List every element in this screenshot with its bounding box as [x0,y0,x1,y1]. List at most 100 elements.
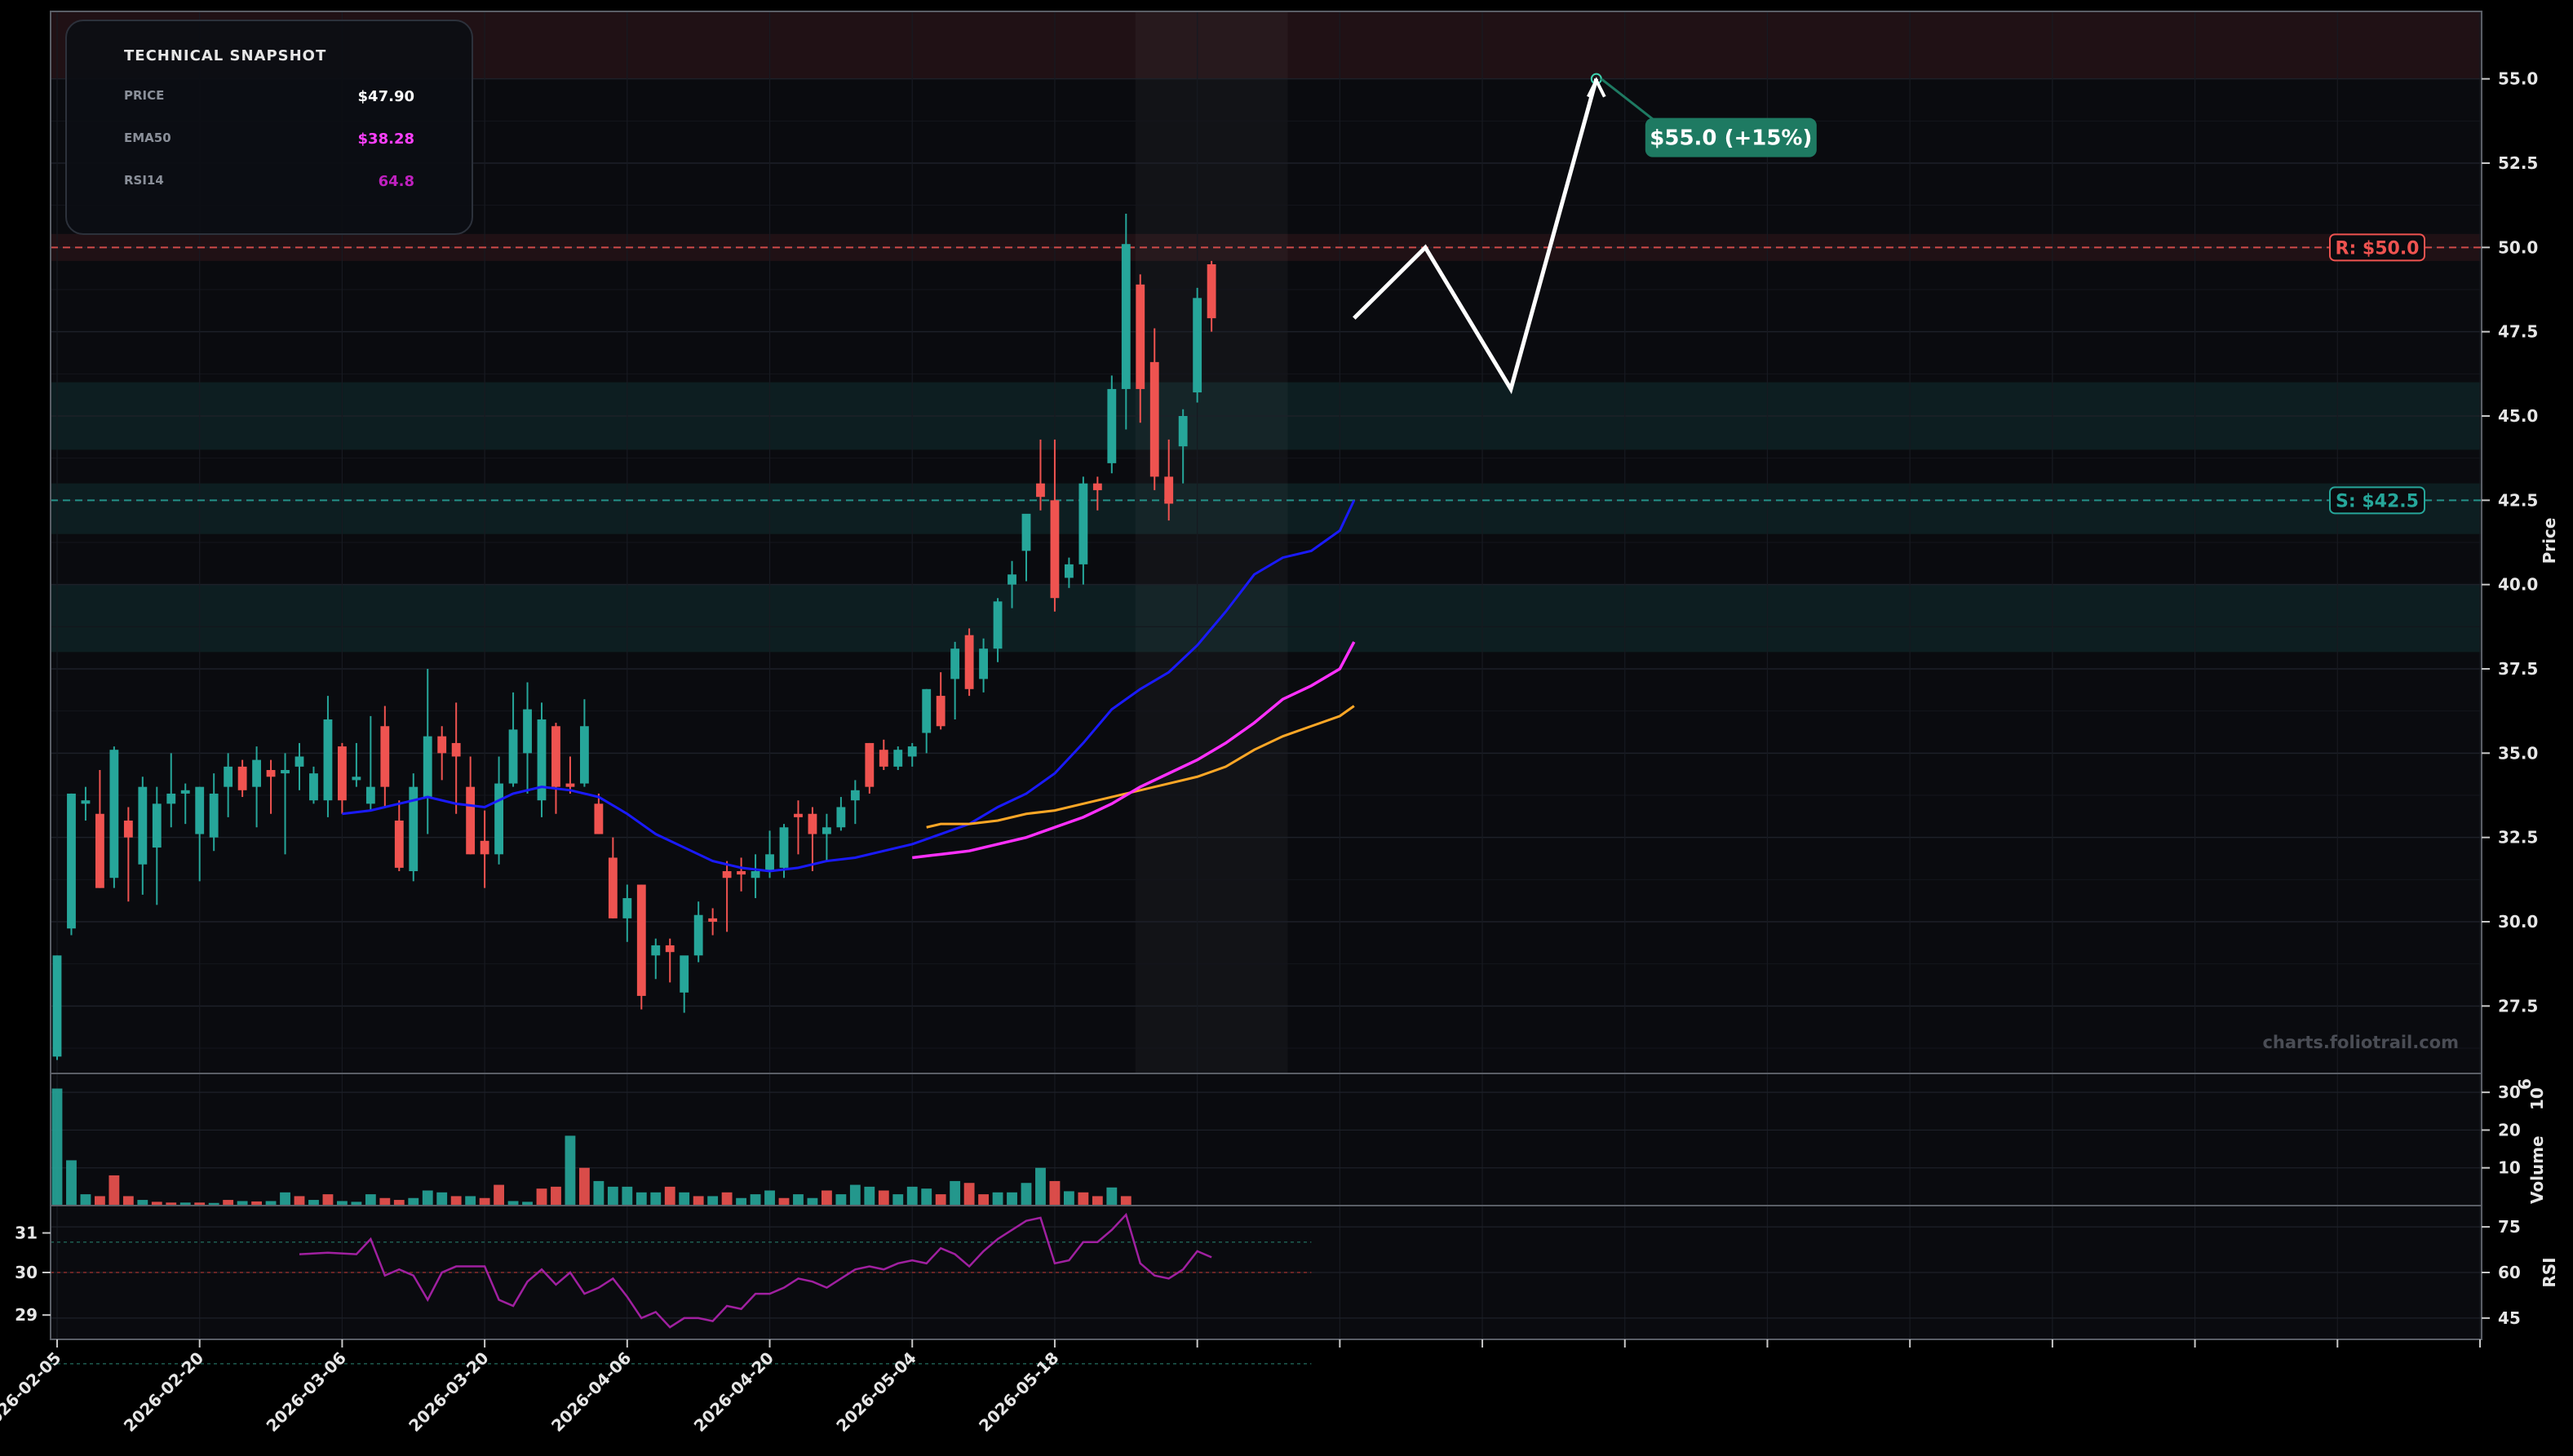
ema-fast-line [342,499,1356,873]
candle-body [1092,483,1102,490]
candle-body [109,750,119,878]
volume-bar [849,1184,861,1206]
volume-bar [51,1088,63,1206]
candle-body [95,813,104,888]
candle-body [252,759,262,787]
price-tick-label: 30.0 [2498,912,2538,932]
support-badge [2329,486,2425,515]
candle-body [224,766,233,787]
price-tick-label: 37.5 [2498,659,2538,679]
rsi-left-tick-label: 31 [15,1224,38,1243]
volume-bar [921,1188,932,1206]
candle-body [993,601,1003,649]
volume-bar [194,1202,206,1206]
snapshot-row-price: PRICE $47.90 [124,88,414,109]
candle-body [979,648,989,679]
support-label: S: $42.5 [2336,491,2419,511]
rsi-left-tick-label: 30 [15,1263,38,1282]
candle-body [693,914,703,956]
candle-body [579,726,589,784]
candle-body [123,821,133,838]
candle-body [964,635,974,689]
candle-body [437,736,447,754]
technical-snapshot-panel: TECHNICAL SNAPSHOT PRICE $47.90 EMA50 $3… [65,20,473,235]
x-tick-label: 2026-02-20 [120,1348,207,1436]
candle-body [779,827,789,868]
candle-body [636,884,646,996]
snapshot-row-rsi14: RSI14 64.8 [124,173,414,194]
volume-bar [137,1200,148,1206]
volume-bar [807,1197,818,1206]
volume-bar [379,1197,391,1206]
volume-tick-label: 30 [2498,1082,2521,1102]
candle-body [1178,416,1188,447]
candle-body [1149,361,1159,477]
rsi14-value: 64.8 [378,173,414,190]
volume-bar [565,1135,576,1206]
volume-bar [294,1196,305,1206]
volume-bar [365,1194,376,1206]
volume-bar [522,1202,533,1206]
volume-bar [878,1190,889,1206]
target-leader [1600,77,1654,121]
candle-body [1008,574,1016,585]
volume-unit-exponent: 6 [2515,1078,2535,1090]
volume-bar [422,1190,433,1206]
candle-body [365,786,375,804]
volume-bar [408,1197,419,1206]
price-tick-label: 32.5 [2498,828,2538,847]
x-tick-label: 2026-04-20 [690,1348,777,1436]
volume-bar [208,1202,219,1206]
volume-bar [393,1200,405,1206]
volume-bar [166,1202,177,1206]
candle-body [281,770,290,774]
candle-body [1036,483,1045,498]
volume-bar [1021,1183,1032,1206]
volume-bars [51,1088,1132,1206]
candle-body [565,783,575,787]
rsi14-label: RSI14 [124,173,164,188]
candle-body [180,790,190,794]
level-labels: R: $50.0 S: $42.5 [2329,233,2425,515]
watermark: charts.foliotrail.com [2262,1033,2459,1052]
candle-body [879,750,888,767]
volume-bar [707,1196,719,1206]
rsi-tick-label: 45 [2498,1308,2521,1328]
candle-body [323,719,333,801]
support-zone-3 [51,483,2482,534]
volume-bar [1106,1187,1118,1206]
volume-bar [864,1186,875,1206]
moving-averages [342,499,1356,873]
volume-bar [764,1190,775,1206]
price-tick-label: 47.5 [2498,322,2538,342]
candle-body [423,736,432,798]
volume-bar [351,1202,362,1206]
price-tick-label: 50.0 [2498,237,2538,257]
ema50-value: $38.28 [357,131,414,148]
rsi-axis-label: RSI [2540,1257,2559,1287]
price-tick-label: 40.0 [2498,575,2538,595]
candle-body [865,742,875,787]
candle-body [1164,476,1174,504]
level-lines [51,246,2482,1365]
snapshot-row-ema50: EMA50 $38.28 [124,131,414,152]
candle-body [294,756,304,767]
volume-bar [721,1192,733,1206]
candle-body [52,955,62,1057]
volume-bar [336,1201,348,1206]
candle-body [266,770,276,777]
candle-body [152,803,162,848]
volume-bar [551,1186,561,1206]
snapshot-title: TECHNICAL SNAPSHOT [124,47,327,64]
price-value: $47.90 [357,88,414,105]
rsi-line [299,1212,1212,1329]
volume-bar [237,1201,248,1206]
candle-body [850,790,860,801]
candle-body [737,871,746,875]
candle-body [166,793,176,804]
volume-bar [280,1192,290,1206]
candle-body [651,945,661,956]
candle-body [237,766,247,790]
candle-body [494,783,504,855]
